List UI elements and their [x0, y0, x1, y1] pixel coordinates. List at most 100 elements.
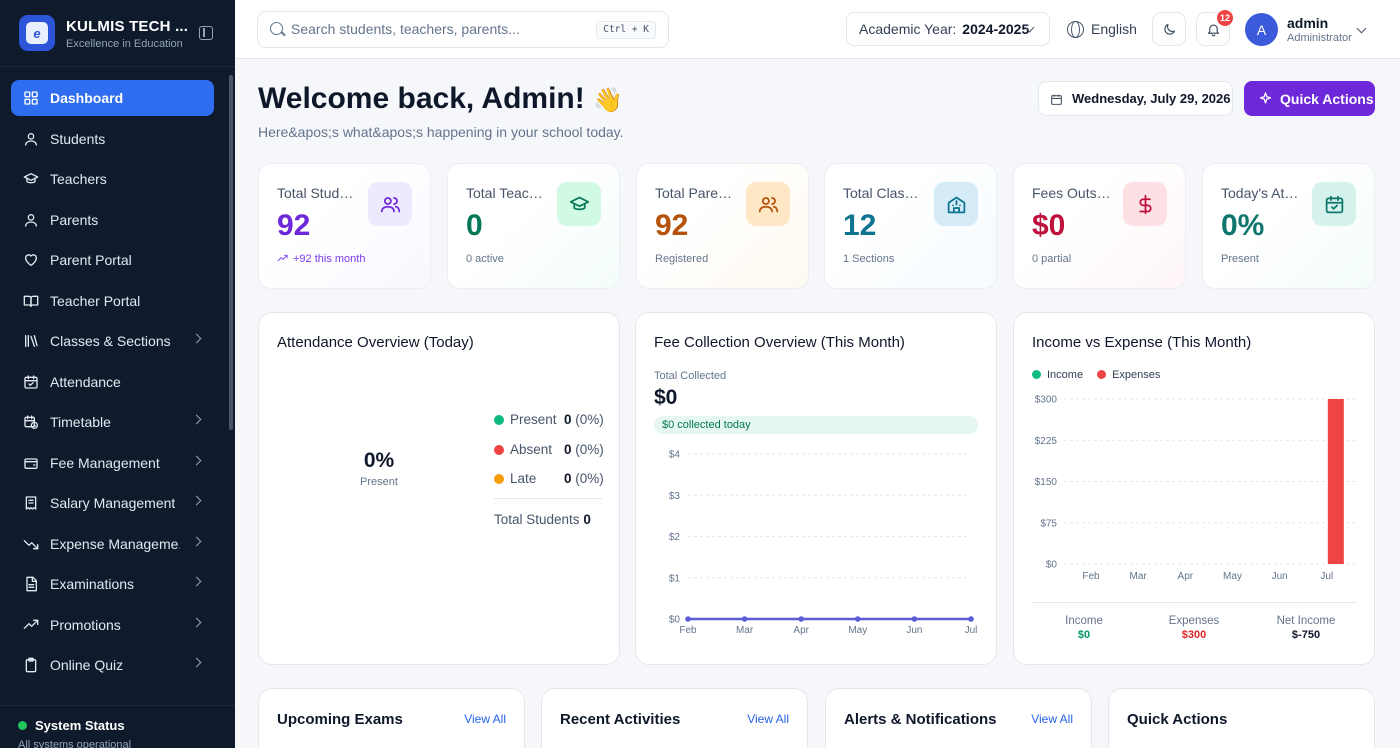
sidebar-item-parents[interactable]: Parents: [11, 202, 214, 238]
y-tick-label: $2: [669, 532, 681, 543]
stat-card[interactable]: Total Students 92 +92 this month: [258, 163, 431, 289]
legend-dot: [1097, 370, 1107, 379]
attendance-percent: 0%: [363, 449, 395, 472]
calendar-check-icon: [23, 374, 39, 390]
sidebar-item-salary-management[interactable]: Salary Management: [11, 485, 214, 521]
avatar[interactable]: A: [1245, 13, 1278, 46]
academic-year-value: 2024-2025: [962, 21, 1030, 37]
search-icon: [270, 22, 283, 35]
academic-year-label: Academic Year:: [859, 21, 957, 37]
legend-label: Expenses: [1112, 369, 1161, 381]
view-all-link[interactable]: View All: [464, 712, 506, 726]
graduation-cap-icon: [23, 171, 39, 187]
stat-label: Total Parents: [655, 185, 735, 201]
academic-year-select[interactable]: Academic Year: 2024-2025: [846, 12, 1050, 46]
x-tick-label: Jul: [1320, 571, 1333, 582]
date-display[interactable]: Wednesday, July 29, 2026: [1038, 81, 1233, 116]
sidebar-item-teachers[interactable]: Teachers: [11, 161, 214, 197]
library-icon: [25, 335, 38, 347]
sidebar-item-classes-sections[interactable]: Classes & Sections: [11, 323, 214, 359]
attendance-panel: Attendance Overview (Today) 0% Present P…: [258, 312, 620, 665]
data-point[interactable]: [798, 616, 804, 622]
stat-subtext-text: 0 partial: [1032, 253, 1072, 265]
search-input[interactable]: [291, 21, 591, 37]
stat-subtext-text: 1 Sections: [843, 253, 895, 265]
sidebar-item-label: Attendance: [50, 373, 121, 390]
sidebar-item-label: Teachers: [50, 171, 107, 187]
x-tick-label: Apr: [793, 625, 809, 636]
book-open-icon: [23, 295, 39, 307]
x-tick-label: May: [1223, 571, 1242, 582]
sidebar-item-promotions[interactable]: Promotions: [11, 607, 214, 643]
user-name[interactable]: admin: [1287, 15, 1329, 31]
quick-actions-button[interactable]: Quick Actions: [1244, 81, 1375, 116]
sidebar-item-dashboard[interactable]: Dashboard: [11, 80, 214, 116]
sidebar-item-expense-manageme[interactable]: Expense Manageme...: [11, 526, 214, 562]
x-tick-label: May: [848, 625, 867, 636]
attendance-percent-text: (0%): [575, 441, 604, 457]
dashboard-grid-icon: [23, 90, 39, 106]
data-point[interactable]: [911, 616, 918, 622]
theme-toggle-button[interactable]: [1152, 12, 1186, 46]
chevron-right-icon: [191, 495, 202, 506]
attendance-legend-item: Present: [494, 412, 557, 427]
stat-subtext-text: Registered: [655, 253, 709, 265]
language-selector[interactable]: English: [1067, 12, 1137, 46]
clipboard-icon: [23, 657, 39, 673]
calendar-clock-icon: [24, 415, 38, 429]
data-point[interactable]: [741, 616, 748, 622]
summary-value: $0: [1077, 629, 1091, 641]
sidebar-scrollbar[interactable]: [229, 75, 233, 430]
status-dot: [18, 721, 27, 730]
data-point[interactable]: [968, 616, 974, 622]
trending-down-icon: [23, 539, 39, 549]
stat-card[interactable]: Total Teachers 0 0 active: [447, 163, 620, 289]
attendance-status-value: 0 (0%): [564, 471, 604, 486]
stat-card[interactable]: Today's Attendance 0% Present: [1202, 163, 1375, 289]
dashboard-grid-icon: [24, 91, 38, 105]
bar[interactable]: [1327, 399, 1344, 564]
sidebar-item-parent-portal[interactable]: Parent Portal: [11, 242, 214, 278]
data-point[interactable]: [685, 616, 691, 622]
book-open-icon: [23, 293, 39, 309]
heart-handshake-icon: [23, 252, 39, 268]
sidebar-item-attendance[interactable]: Attendance: [11, 364, 214, 400]
logo[interactable]: e: [19, 15, 55, 51]
chevron-right-icon: [191, 333, 202, 344]
income-summary-item: Income $0: [1034, 615, 1134, 641]
attendance-title: Attendance Overview (Today): [277, 334, 474, 351]
stat-card[interactable]: Total Parents 92 Registered: [636, 163, 809, 289]
stat-card[interactable]: Fees Outstanding $0 0 partial: [1013, 163, 1186, 289]
sidebar-item-label: Promotions: [50, 616, 121, 633]
bell-icon: [1207, 24, 1219, 36]
sidebar: e KULMIS TECH ... Excellence in Educatio…: [0, 0, 235, 748]
data-point[interactable]: [855, 616, 861, 622]
stat-card[interactable]: Total Classes 12 1 Sections: [824, 163, 997, 289]
status-subtitle: All systems operational: [18, 739, 132, 748]
sidebar-item-timetable[interactable]: Timetable: [11, 404, 214, 440]
view-all-link[interactable]: View All: [1031, 712, 1073, 726]
search-box: Ctrl + K: [257, 11, 669, 48]
attendance-center-label: Present: [360, 476, 398, 488]
attendance-center: 0% Present: [349, 449, 409, 488]
collapse-sidebar-icon[interactable]: [199, 26, 213, 40]
users-icon: [368, 182, 412, 226]
sidebar-item-online-quiz[interactable]: Online Quiz: [11, 647, 214, 683]
sidebar-item-students[interactable]: Students: [11, 121, 214, 157]
summary-value: $-750: [1291, 629, 1321, 641]
y-tick-label: $0: [669, 615, 681, 626]
user-menu-chevron-icon[interactable]: [1356, 23, 1367, 34]
stat-subtext: +92 this month: [277, 253, 365, 267]
y-tick-label: $150: [1035, 477, 1058, 488]
total-students-value: 0: [583, 512, 591, 527]
stat-label: Fees Outstanding: [1032, 185, 1112, 201]
sidebar-item-examinations[interactable]: Examinations: [11, 566, 214, 602]
sidebar-item-teacher-portal[interactable]: Teacher Portal: [11, 283, 214, 319]
user-icon: [25, 213, 37, 227]
heart-handshake-icon: [25, 254, 37, 266]
graduation-cap-icon: [569, 196, 589, 210]
sidebar-item-label: Students: [50, 130, 106, 147]
view-all-link[interactable]: View All: [747, 712, 789, 726]
sidebar-item-fee-management[interactable]: Fee Management: [11, 445, 214, 481]
clipboard-icon: [25, 657, 37, 673]
